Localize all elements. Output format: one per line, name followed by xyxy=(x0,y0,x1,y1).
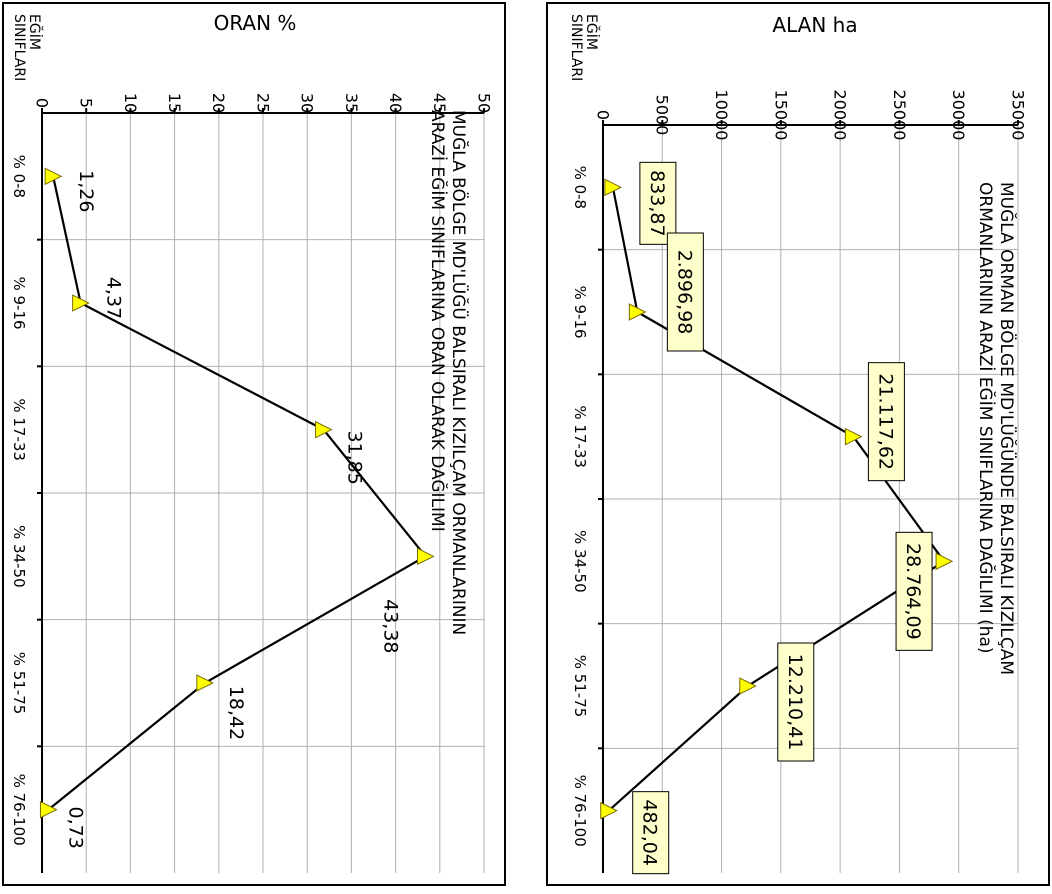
alan-data-label: 482,04 xyxy=(639,799,661,865)
oran-y-tick-label: 30 xyxy=(298,93,317,113)
alan-marker xyxy=(844,427,863,446)
alan-y-tick-label: 30000 xyxy=(949,90,968,141)
oran-category-label: % 34-50 xyxy=(10,525,28,588)
oran-marker xyxy=(416,547,435,566)
alan-y-tick-label: 25000 xyxy=(890,90,909,141)
alan-data-label-box xyxy=(867,362,905,482)
oran-data-labels: 1,26 4,37 31,85 43,38 18,42 0,73 xyxy=(64,170,401,849)
oran-data-label: 43,38 xyxy=(379,599,401,653)
oran-y-tick-label: 10 xyxy=(121,93,140,113)
alan-data-label-box xyxy=(777,642,815,762)
alan-series xyxy=(600,178,954,820)
oran-y-tick-label: 50 xyxy=(474,93,493,113)
alan-y-tick-label: 0 xyxy=(593,110,612,120)
alan-y-tick-label: 15000 xyxy=(771,90,790,141)
oran-axes xyxy=(37,108,485,873)
oran-x-axis-label-line-1: EĞİM xyxy=(26,14,44,50)
oran-category-labels: % 0-8 % 9-16 % 17-33 % 34-50 % 51-75 % 76-100 xyxy=(10,155,28,846)
oran-category-label: % 0-8 xyxy=(10,155,28,199)
alan-axes xyxy=(598,120,1019,873)
alan-category-label: % 34-50 xyxy=(571,530,589,593)
alan-data-label-box xyxy=(895,531,933,651)
oran-marker xyxy=(315,420,333,439)
oran-x-axis-label-line-2: SINIFLARI xyxy=(11,14,27,81)
alan-title-line-1: MUĞLA ORMAN BÖLGE MD'LÜĞÜNDE BALSIRALI K… xyxy=(996,182,1018,675)
alan-category-label: % 0-8 xyxy=(571,166,589,210)
alan-title-line-2: ORMANLARININ ARAZİ EĞİM SINIFLARINA DAĞI… xyxy=(975,182,997,654)
alan-marker xyxy=(628,303,647,321)
oran-marker xyxy=(39,800,58,819)
oran-y-tick-label: 15 xyxy=(165,93,184,113)
alan-data-label: 21.117,62 xyxy=(874,373,896,470)
alan-category-label: % 17-33 xyxy=(571,405,589,468)
oran-data-label: 18,42 xyxy=(225,686,247,740)
oran-series-line xyxy=(47,176,428,811)
oran-category-label: % 51-75 xyxy=(10,652,28,715)
alan-y-tick-label: 5000 xyxy=(653,95,672,136)
oran-y-tick-label: 0 xyxy=(32,98,51,108)
oran-y-tick-label: 25 xyxy=(253,93,272,113)
alan-marker xyxy=(604,178,623,197)
alan-y-tick-label: 20000 xyxy=(831,90,850,141)
oran-data-label: 0,73 xyxy=(64,807,86,849)
alan-marker xyxy=(600,801,618,820)
alan-series-line xyxy=(607,187,946,812)
alan-category-labels: % 0-8 % 9-16 % 17-33 % 34-50 % 51-75 % 76-100 xyxy=(571,166,589,847)
alan-data-label: 28.764,09 xyxy=(902,543,924,640)
oran-data-label: 4,37 xyxy=(103,277,125,319)
alan-x-axis-label-line-1: EĞİM xyxy=(583,14,601,50)
alan-category-label: % 51-75 xyxy=(571,655,589,718)
alan-y-tick-label: 10000 xyxy=(712,90,731,141)
oran-series xyxy=(39,167,435,819)
alan-data-label: 2.896,98 xyxy=(673,250,695,335)
alan-marker xyxy=(739,677,757,695)
alan-category-label: % 76-100 xyxy=(571,775,589,847)
alan-data-label-box xyxy=(632,791,670,875)
oran-chart: 0 5 10 15 20 25 30 35 40 45 50 % 0-8 % 9-16 % 17-33%… xyxy=(2,2,506,886)
alan-y-tick-label: 35000 xyxy=(1008,90,1027,141)
oran-y-tick-label: 20 xyxy=(209,93,228,113)
oran-data-label: 31,85 xyxy=(344,430,366,484)
alan-data-label: 833,87 xyxy=(646,170,668,236)
oran-y-tick-label: 40 xyxy=(386,93,405,113)
alan-y-axis-label: ALAN ha xyxy=(772,13,857,37)
oran-marker xyxy=(72,294,90,312)
oran-y-tick-label: 45 xyxy=(430,93,449,113)
oran-y-tick-label: 5 xyxy=(77,98,96,108)
oran-y-axis-label: ORAN % xyxy=(214,11,297,35)
alan-y-tick-labels: 0 5000 10000 15000 20000 25000 30000 35000 xyxy=(593,90,1027,141)
oran-data-label: 1,26 xyxy=(75,170,97,212)
alan-x-axis-label-line-2: SINIFLARI xyxy=(568,14,584,81)
alan-data-label: 12.210,41 xyxy=(784,654,806,751)
oran-grid xyxy=(42,113,485,873)
oran-title-line-1: MUĞLA BÖLGE MD'LÜĞÜ BALSIRALI KIZILÇAM O… xyxy=(448,110,470,635)
oran-marker xyxy=(44,167,63,186)
alan-chart: 0 5000 10000 15000 20000 25000 30000 35000 % 0-… xyxy=(546,2,1050,886)
alan-data-label-box xyxy=(639,161,677,245)
oran-y-tick-labels: 0 5 10 15 20 25 30 35 40 45 50 xyxy=(32,93,493,113)
oran-category-label: % 76-100 xyxy=(10,774,28,846)
oran-category-label: % 9-16 xyxy=(10,276,28,329)
oran-title-line-2: ARAZİ EĞİM SINIFLARINA ORAN OLARAK DAĞIL… xyxy=(427,110,449,532)
oran-marker xyxy=(196,674,214,692)
alan-marker xyxy=(935,552,954,571)
alan-data-label-box xyxy=(666,232,704,352)
oran-category-label: % 17-33 xyxy=(10,398,28,461)
oran-y-tick-label: 35 xyxy=(342,93,361,113)
alan-data-labels: 833,872.896,98 21.117,62 28.764,09 12.210,4… xyxy=(632,161,933,875)
alan-category-label: % 9-16 xyxy=(571,285,589,338)
